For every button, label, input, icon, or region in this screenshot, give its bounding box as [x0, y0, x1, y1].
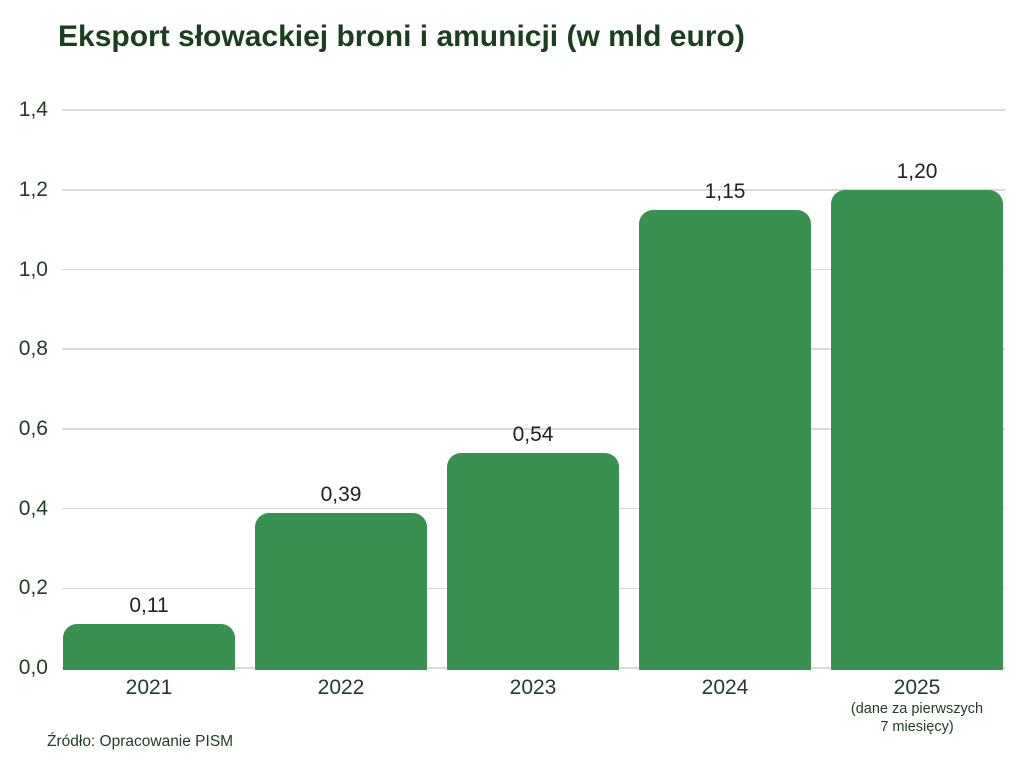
y-tick-label: 0,2: [18, 576, 48, 600]
bar-2022: [255, 512, 427, 670]
bar-value-label: 0,54: [512, 422, 554, 446]
source-note: Źródło: Opracowanie PISM: [47, 733, 234, 750]
x-tick-label: 2025: [893, 676, 941, 699]
y-tick-label: 1,2: [18, 177, 48, 201]
bar-2025: [831, 189, 1003, 670]
bar-value-label: 1,20: [896, 159, 938, 183]
gridline: [62, 109, 1005, 111]
bar-value-label: 0,39: [320, 482, 362, 506]
gridline: [62, 348, 1005, 350]
y-tick-label: 1,4: [18, 98, 48, 122]
bar-2023: [447, 452, 619, 670]
y-tick-label: 0,4: [18, 496, 48, 520]
gridline: [62, 189, 1005, 191]
chart-title: Eksport słowackiej broni i amunicji (w m…: [58, 20, 745, 53]
y-tick-label: 0,6: [18, 416, 48, 440]
y-tick-label: 0,8: [18, 337, 48, 361]
gridline: [62, 428, 1005, 430]
x-tick-label: 2023: [509, 676, 557, 699]
x-tick-label: 2021: [125, 676, 173, 699]
bar-value-label: 1,15: [704, 179, 746, 203]
bar-2021: [63, 624, 235, 670]
bar-value-label: 0,11: [129, 594, 169, 618]
y-tick-label: 0,0: [18, 656, 48, 679]
x-tick-note: (dane za pierwszych 7 miesięcy): [850, 701, 984, 735]
y-tick-label: 1,0: [18, 257, 48, 281]
x-tick-label: 2022: [317, 676, 365, 699]
gridline: [62, 268, 1005, 271]
bar-2024: [639, 209, 811, 670]
x-tick-label: 2024: [701, 676, 749, 699]
